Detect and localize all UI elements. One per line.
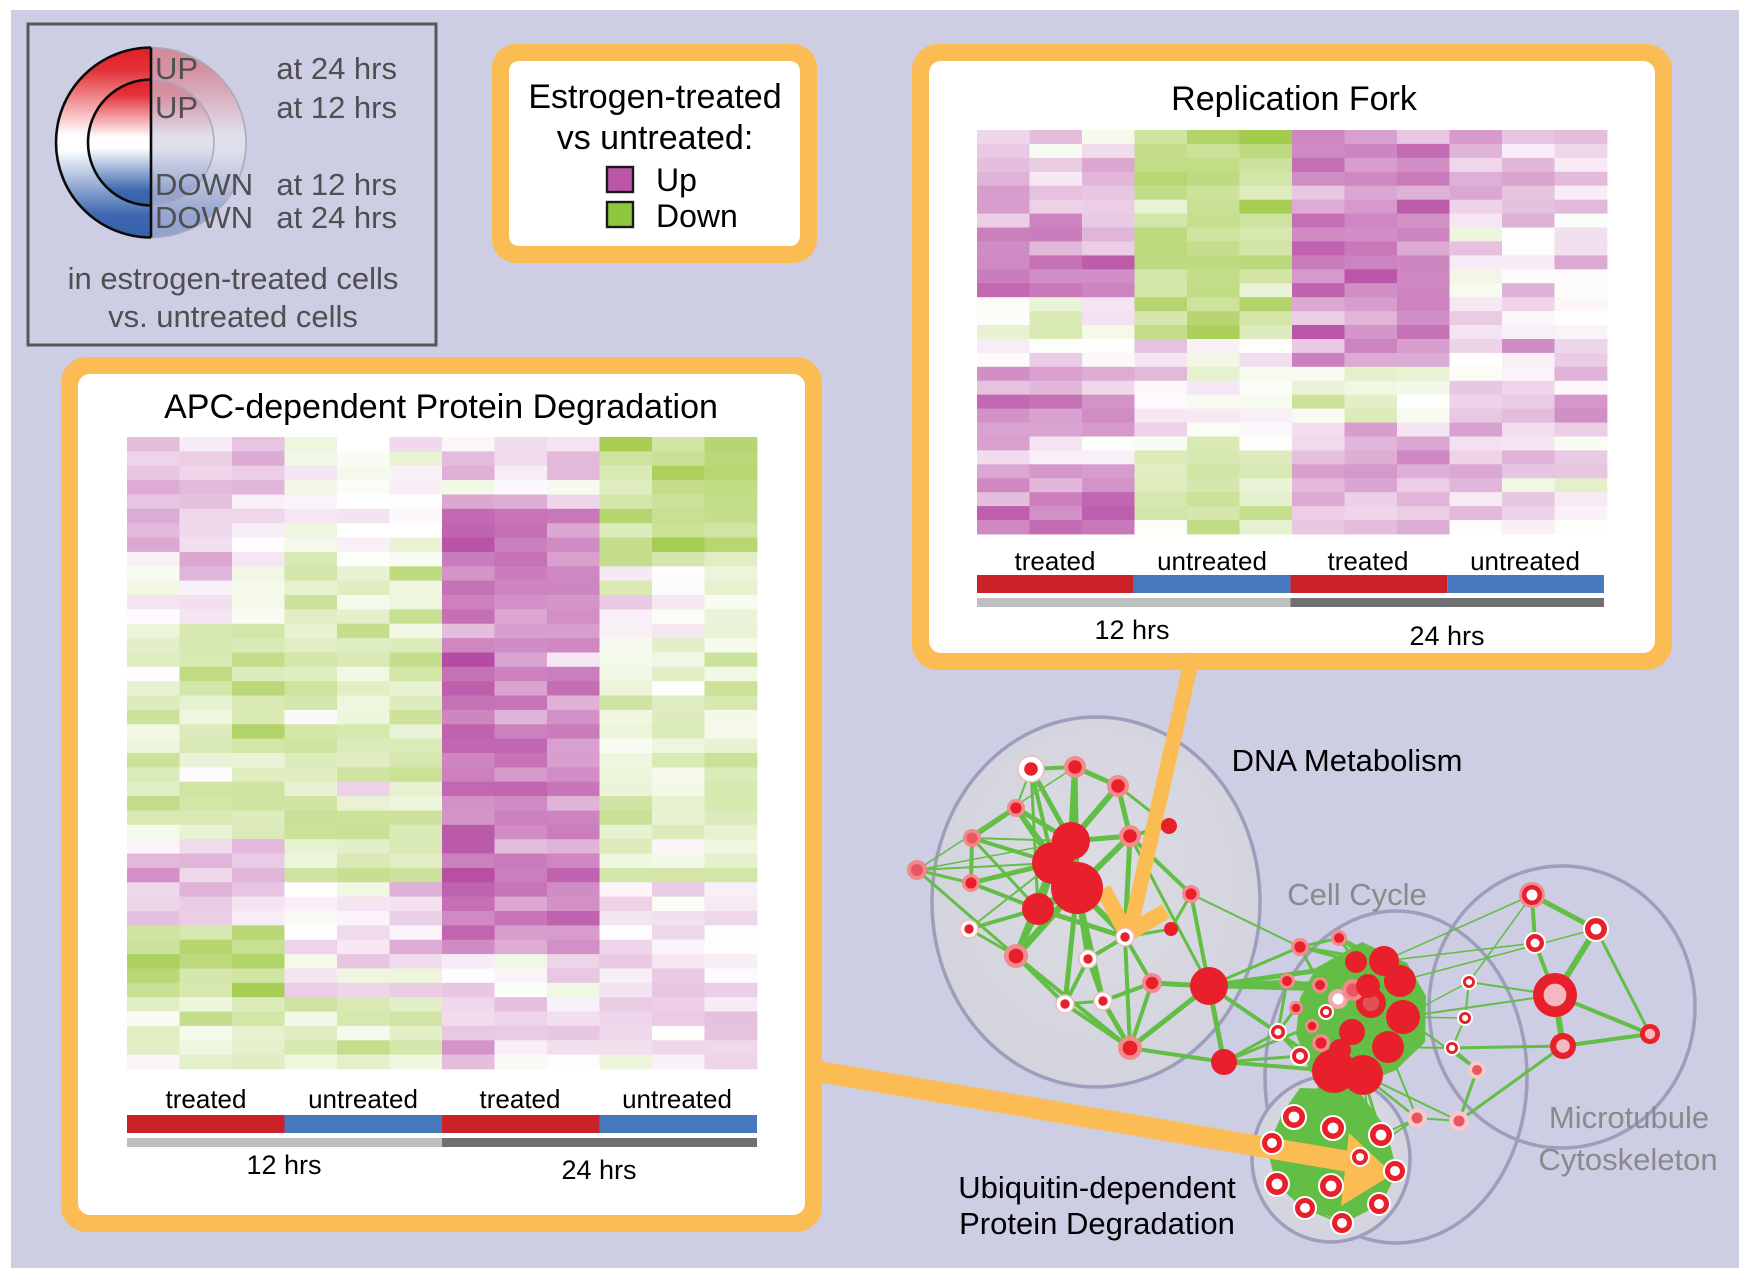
svg-text:Replication Fork: Replication Fork — [1171, 80, 1418, 118]
svg-text:Cell Cycle: Cell Cycle — [1287, 877, 1427, 912]
svg-text:vs. untreated cells: vs. untreated cells — [108, 299, 358, 334]
svg-text:treated: treated — [166, 1084, 247, 1114]
svg-text:untreated: untreated — [622, 1084, 732, 1114]
svg-text:treated: treated — [1015, 546, 1096, 576]
svg-text:Cytoskeleton: Cytoskeleton — [1538, 1142, 1717, 1177]
svg-text:untreated: untreated — [308, 1084, 418, 1114]
svg-text:24 hrs: 24 hrs — [561, 1155, 636, 1185]
svg-text:Up: Up — [656, 162, 697, 198]
svg-text:untreated: untreated — [1157, 546, 1267, 576]
svg-text:12 hrs: 12 hrs — [1094, 615, 1169, 645]
svg-text:at 12 hrs: at 12 hrs — [276, 167, 397, 202]
svg-text:Protein Degradation: Protein Degradation — [959, 1206, 1235, 1241]
svg-text:DNA Metabolism: DNA Metabolism — [1232, 743, 1463, 778]
svg-text:Down: Down — [656, 198, 738, 234]
svg-text:Microtubule: Microtubule — [1549, 1100, 1709, 1135]
svg-text:untreated: untreated — [1470, 546, 1580, 576]
svg-text:UP: UP — [155, 51, 198, 86]
svg-text:24 hrs: 24 hrs — [1409, 621, 1484, 651]
svg-text:APC-dependent Protein Degradat: APC-dependent Protein Degradation — [164, 388, 718, 426]
svg-text:UP: UP — [155, 90, 198, 125]
svg-text:DOWN: DOWN — [155, 200, 253, 235]
svg-text:vs untreated:: vs untreated: — [557, 119, 754, 157]
svg-text:Ubiquitin-dependent: Ubiquitin-dependent — [958, 1170, 1236, 1205]
svg-text:DOWN: DOWN — [155, 167, 253, 202]
svg-text:in estrogen-treated cells: in estrogen-treated cells — [68, 261, 399, 296]
svg-text:at 12 hrs: at 12 hrs — [276, 90, 397, 125]
svg-text:treated: treated — [1328, 546, 1409, 576]
svg-text:12 hrs: 12 hrs — [246, 1150, 321, 1180]
svg-text:treated: treated — [480, 1084, 561, 1114]
svg-text:Estrogen-treated: Estrogen-treated — [528, 78, 781, 116]
svg-text:at 24 hrs: at 24 hrs — [276, 200, 397, 235]
svg-text:at 24 hrs: at 24 hrs — [276, 51, 397, 86]
